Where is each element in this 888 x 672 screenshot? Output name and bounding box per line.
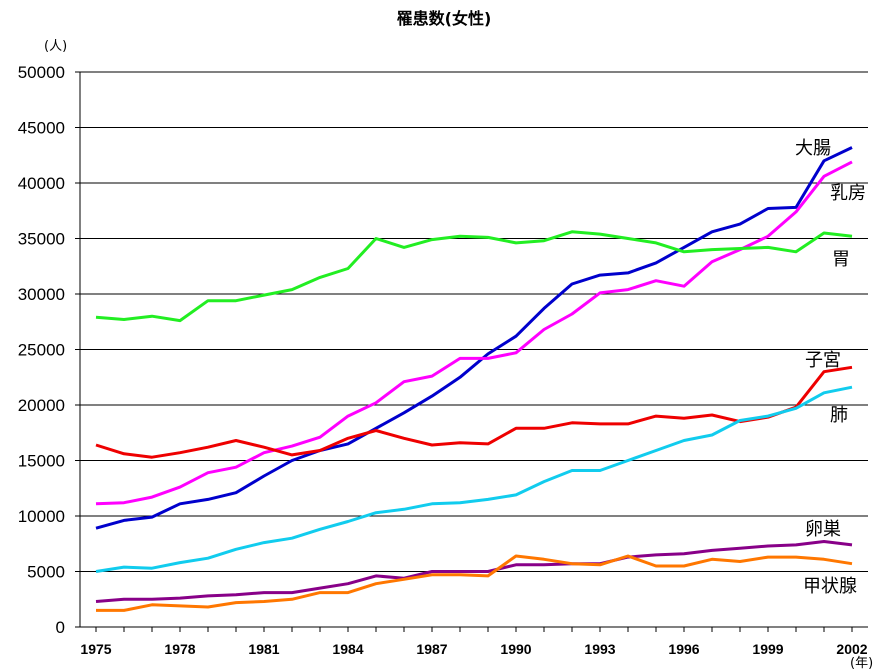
x-tick-label: 1978 [164,641,195,657]
y-tick-label: 50000 [18,63,65,82]
x-tick-label: 1987 [416,641,447,657]
series-label-1: 大腸 [795,138,831,159]
y-tick-label: 5000 [27,563,65,582]
axes [79,72,868,628]
x-tick-label: 1981 [248,641,279,657]
y-tick-label: 20000 [18,396,65,415]
x-axis-ticks: 1975 1978 1981 1984 1987 1990 1993 1996 1999 2002 [80,627,868,657]
x-tick-label: 2002 [836,641,867,657]
series-line-2 [95,160,853,506]
series-label-4: 子宮 [805,350,841,371]
series-label-2: 乳房 [830,183,866,204]
x-tick-label: 1996 [668,641,699,657]
y-tick-label: 30000 [18,285,65,304]
y-tick-label: 10000 [18,507,65,526]
x-tick-label: 1975 [80,641,111,657]
y-tick-label: 0 [56,618,65,637]
series-line-3 [95,230,853,323]
series-label-7: 甲状腺 [803,576,857,597]
series-label-6: 卵巣 [805,519,841,540]
chart-title: 罹患数(女性) [397,9,492,28]
y-axis-unit-label: (人) [44,39,67,54]
series-label-5: 肺 [830,405,848,426]
series-line-7 [96,554,853,612]
y-tick-label: 40000 [18,174,65,193]
series-label-3: 胃 [832,249,850,270]
y-axis-ticks: 0 5000 10000 15000 20000 25000 30000 35000 40000… [18,63,80,637]
series-lines [95,146,853,612]
gridlines [80,71,868,572]
series-line-6 [95,540,853,603]
x-axis-unit-label: (年) [850,656,873,671]
series-line-5 [95,385,853,573]
y-tick-label: 45000 [18,119,65,138]
y-tick-label: 25000 [18,341,65,360]
series-line-4 [95,365,853,459]
x-tick-label: 1990 [500,641,531,657]
x-tick-label: 1993 [584,641,615,657]
x-tick-label: 1984 [332,641,363,657]
x-tick-label: 1999 [752,641,783,657]
y-tick-label: 15000 [18,452,65,471]
series-line-1 [95,146,853,530]
y-tick-label: 35000 [18,230,65,249]
